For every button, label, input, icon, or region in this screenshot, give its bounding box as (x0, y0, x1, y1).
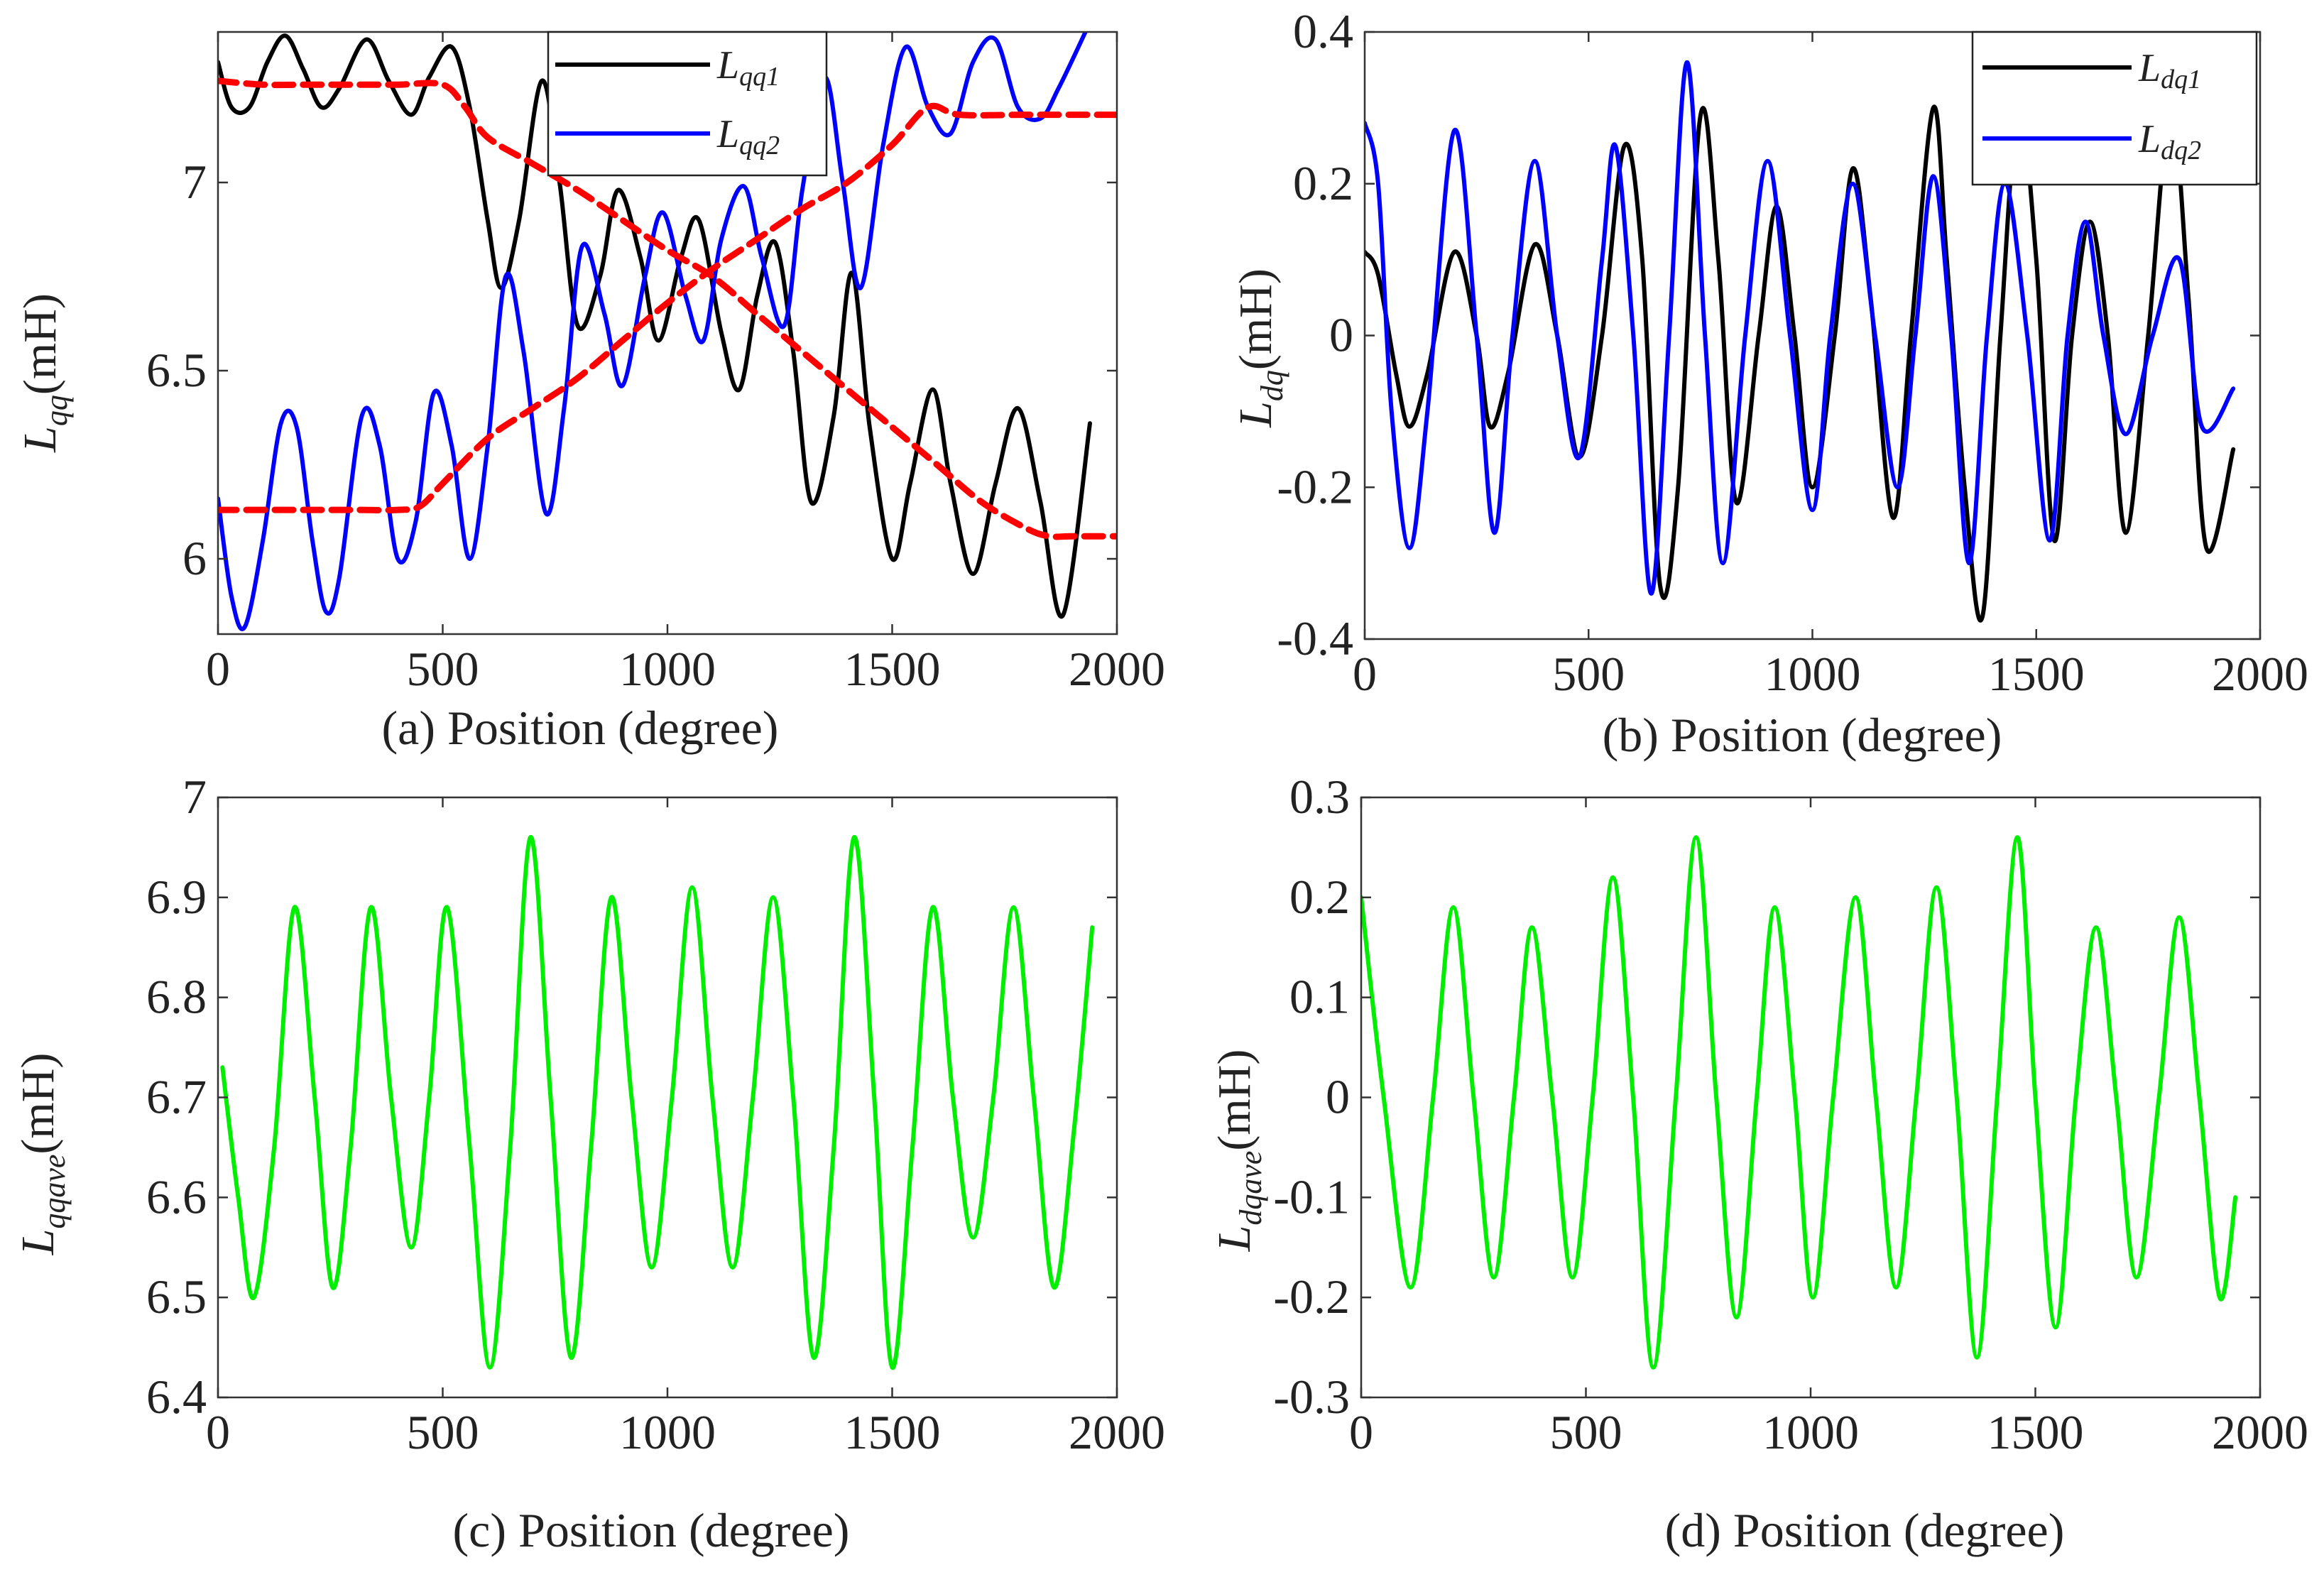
panel-a-xtick-label: 500 (407, 642, 479, 696)
panel-c-ylabel: Lqqave(mH) (12, 1053, 72, 1256)
panel-a-ytick-label: 6 (182, 531, 207, 585)
panel-d-series-group (1361, 835, 2238, 1370)
panel-a-ylabel-unit: (mH) (14, 293, 66, 395)
panel-c-ytick-label: 7 (182, 770, 207, 824)
panel-a-legend-label-qq2: Lqq2 (716, 112, 780, 160)
panel-b-ylabel-sub: dq (1255, 370, 1289, 401)
panel-c: 0 500 1000 1500 2000 6.4 6.5 6.6 6.7 6.8 6.9 7 (c) … (12, 770, 1165, 1557)
panel-d-caption: (d) Position (degree) (1665, 1503, 2065, 1557)
panel-c-ytick-label: 6.6 (146, 1169, 207, 1223)
panel-a-series-lqq1-average (218, 77, 1117, 540)
panel-d: 0 500 1000 1500 2000 -0.3 -0.2 -0.1 0 0.1 0.2 0.3 (… (1209, 770, 2308, 1557)
panel-b-legend-sub-dq2: dq2 (2161, 136, 2201, 165)
panel-a-ylabel: Lqq(mH) (14, 293, 74, 453)
panel-c-plot-area: 0 500 1000 1500 2000 6.4 6.5 6.6 6.7 6.8 6.9 7 (146, 770, 1165, 1459)
panel-d-ytick-label: 0 (1326, 1070, 1350, 1124)
panel-b-series-ldq2 (1365, 60, 2236, 596)
panel-c-caption: (c) Position (degree) (453, 1503, 850, 1557)
panel-b-legend-main-dq2: L (2138, 117, 2161, 161)
panel-a-xtick-label: 0 (206, 642, 230, 696)
panel-b-ytick-label: -0.2 (1277, 459, 1353, 513)
panel-a-xtick-label: 1500 (844, 642, 941, 696)
panel-d-ytick-label: 0.3 (1289, 770, 1350, 824)
panel-b-ylabel-main: L (1230, 401, 1282, 428)
panel-b-legend-main-dq1: L (2138, 46, 2161, 90)
panel-d-ylabel: Ldqave(mH) (1209, 1049, 1268, 1253)
panel-b-ytick-label: -0.4 (1277, 611, 1353, 665)
panel-c-xtick-label: 2000 (1069, 1405, 1165, 1459)
panel-a-xtick-label: 1000 (619, 642, 716, 696)
panel-a-legend-sub-qq1: qq1 (739, 62, 780, 92)
panel-c-series-group (220, 835, 1095, 1370)
panel-d-xtick-label: 0 (1349, 1405, 1373, 1459)
panel-b-xtick-label: 1000 (1764, 647, 1861, 701)
panel-b-legend-label-dq2: Ldq2 (2138, 117, 2201, 165)
panel-c-ylabel-unit: (mH) (12, 1053, 64, 1155)
panel-d-ylabel-sub: dqave (1233, 1151, 1268, 1226)
panel-d-ytick-label: -0.1 (1273, 1169, 1350, 1223)
panel-a-ylabel-sub: qq (39, 395, 74, 426)
panel-b-ylabel: Ldq(mH) (1230, 268, 1289, 428)
panel-d-ylabel-main: L (1209, 1226, 1260, 1253)
panel-a-legend-sub-qq2: qq2 (739, 131, 780, 160)
panel-c-ytick-label: 6.4 (146, 1370, 207, 1424)
panel-d-ytick-label: 0.2 (1289, 870, 1350, 924)
panel-c-series-lqqave (220, 835, 1095, 1370)
panel-a-ytick-label: 7 (182, 155, 207, 209)
panel-d-series-ldqave (1361, 835, 2238, 1370)
panel-a-xtick-label: 2000 (1069, 642, 1165, 696)
panel-a-series-group (218, 32, 1117, 631)
panel-b-ytick-label: 0.2 (1293, 156, 1353, 210)
panel-b-legend-box (1971, 31, 2258, 186)
panel-a-ylabel-main: L (14, 426, 66, 453)
panel-a-legend-box (547, 31, 828, 177)
panel-b-xtick-label: 2000 (2212, 647, 2308, 701)
panel-b-plot-area: 0 500 1000 1500 2000 -0.4 -0.2 0 0.2 0.4 (1277, 4, 2308, 701)
panel-b-ytick-label: 0.4 (1293, 4, 1353, 58)
panel-a-legend-main-qq1: L (716, 43, 739, 87)
panel-a: 0 500 1000 1500 2000 6 6.5 7 (a) Position (degr… (14, 31, 1165, 755)
panel-d-ylabel-unit: (mH) (1209, 1049, 1260, 1151)
panel-b: 0 500 1000 1500 2000 -0.4 -0.2 0 0.2 0.4 (b) Posi… (1230, 4, 2308, 762)
panel-b-xtick-label: 0 (1353, 647, 1377, 701)
panel-b-ytick-label: 0 (1329, 308, 1353, 362)
panel-b-xtick-label: 1500 (1988, 647, 2085, 701)
panel-b-caption: (b) Position (degree) (1603, 708, 2002, 762)
panel-d-xtick-label: 1500 (1987, 1405, 2084, 1459)
panel-a-legend-label-qq1: Lqq1 (716, 43, 780, 92)
panel-c-xtick-label: 1000 (619, 1405, 716, 1459)
panel-a-series-lqq2 (218, 32, 1088, 631)
panel-b-legend: Ldq1 Ldq2 (1971, 31, 2258, 186)
panel-b-series-group (1365, 60, 2236, 623)
panel-a-caption: (a) Position (degree) (382, 701, 779, 755)
panel-c-xtick-label: 1500 (844, 1405, 941, 1459)
panel-a-legend-main-qq2: L (716, 112, 739, 156)
panel-d-ytick-label: -0.2 (1273, 1270, 1350, 1324)
panel-b-legend-label-dq1: Ldq1 (2138, 46, 2201, 94)
panel-d-xtick-label: 1000 (1762, 1405, 1859, 1459)
panel-c-ytick-label: 6.5 (146, 1270, 207, 1324)
panel-c-xtick-label: 500 (407, 1405, 479, 1459)
panel-c-ytick-label: 6.9 (146, 870, 207, 924)
panel-c-ytick-label: 6.8 (146, 970, 207, 1024)
panel-c-ylabel-main: L (12, 1229, 64, 1256)
panel-b-ylabel-unit: (mH) (1230, 268, 1282, 370)
panel-a-series-lqq2-average (218, 102, 1117, 513)
panel-c-xtick-label: 0 (206, 1405, 230, 1459)
panel-b-xtick-label: 500 (1552, 647, 1625, 701)
panel-d-ytick-label: 0.1 (1289, 970, 1350, 1024)
panel-c-ytick-label: 6.7 (146, 1070, 207, 1124)
panel-a-ytick-label: 6.5 (146, 343, 207, 397)
panel-d-xtick-label: 2000 (2212, 1405, 2308, 1459)
panel-b-legend-sub-dq1: dq1 (2161, 65, 2201, 94)
panel-c-ylabel-sub: qqave (37, 1155, 72, 1229)
panel-d-ytick-label: -0.3 (1273, 1370, 1350, 1424)
panel-d-xtick-label: 500 (1550, 1405, 1622, 1459)
panel-a-legend: Lqq1 Lqq2 (547, 31, 828, 177)
panel-a-plot-area: 0 500 1000 1500 2000 6 6.5 7 (146, 31, 1165, 696)
panel-d-plot-area: 0 500 1000 1500 2000 -0.3 -0.2 -0.1 0 0.1 0.2 0.3 (1273, 770, 2308, 1459)
